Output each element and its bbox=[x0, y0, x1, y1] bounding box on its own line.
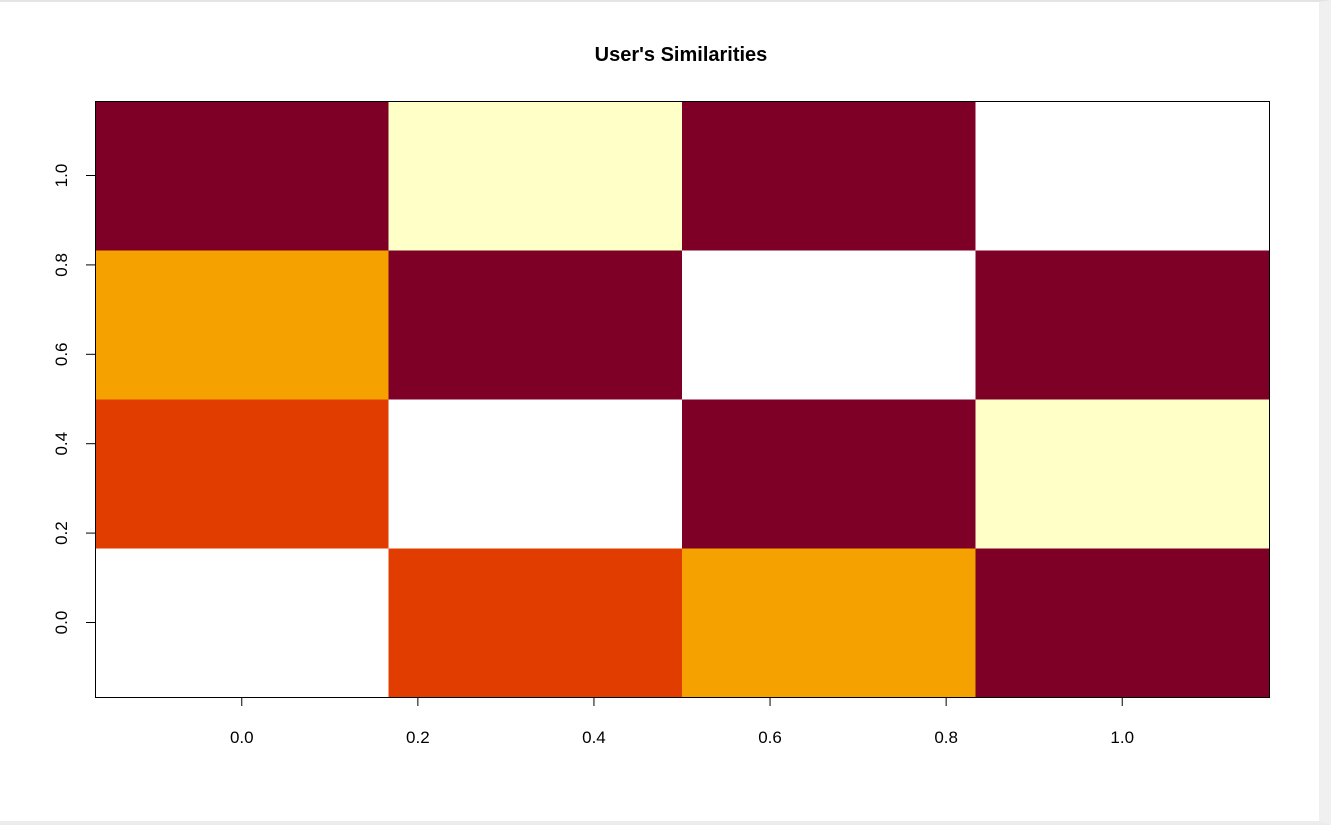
heatmap-cell bbox=[975, 548, 1270, 698]
x-tick-label: 1.0 bbox=[1110, 728, 1134, 747]
heatmap-cell bbox=[95, 101, 389, 251]
heatmap-cell bbox=[95, 548, 389, 698]
heatmap-cell bbox=[388, 101, 683, 251]
heatmap-cell bbox=[95, 250, 389, 400]
heatmap-cell bbox=[682, 101, 976, 251]
y-tick-label: 0.0 bbox=[52, 611, 71, 635]
x-tick-label: 0.6 bbox=[758, 728, 782, 747]
chart-title: User's Similarities bbox=[595, 44, 768, 66]
heatmap-cell bbox=[682, 399, 976, 549]
heatmap-cell bbox=[682, 548, 976, 698]
heatmap-cell bbox=[975, 101, 1270, 251]
x-tick-label: 0.8 bbox=[934, 728, 958, 747]
heatmap-cell bbox=[975, 399, 1270, 549]
x-tick-label: 0.2 bbox=[406, 728, 430, 747]
heatmap-cell bbox=[975, 250, 1270, 400]
heatmap-cells bbox=[95, 101, 1270, 698]
heatmap-cell bbox=[95, 399, 389, 549]
heatmap-cell bbox=[682, 250, 976, 400]
heatmap-cell bbox=[388, 548, 683, 698]
y-tick-label: 0.4 bbox=[52, 432, 71, 456]
heatmap-cell bbox=[388, 399, 683, 549]
y-axis: 0.0 0.2 0.4 0.6 0.8 1.0 bbox=[52, 164, 96, 635]
y-tick-label: 0.8 bbox=[52, 253, 71, 277]
y-tick-label: 0.2 bbox=[52, 521, 71, 545]
x-tick-label: 0.0 bbox=[230, 728, 254, 747]
y-tick-label: 0.6 bbox=[52, 342, 71, 366]
x-tick-label: 0.4 bbox=[582, 728, 606, 747]
x-axis: 0.0 0.2 0.4 0.6 0.8 1.0 bbox=[230, 697, 1134, 747]
y-tick-label: 1.0 bbox=[52, 164, 71, 188]
heatmap-cell bbox=[388, 250, 683, 400]
